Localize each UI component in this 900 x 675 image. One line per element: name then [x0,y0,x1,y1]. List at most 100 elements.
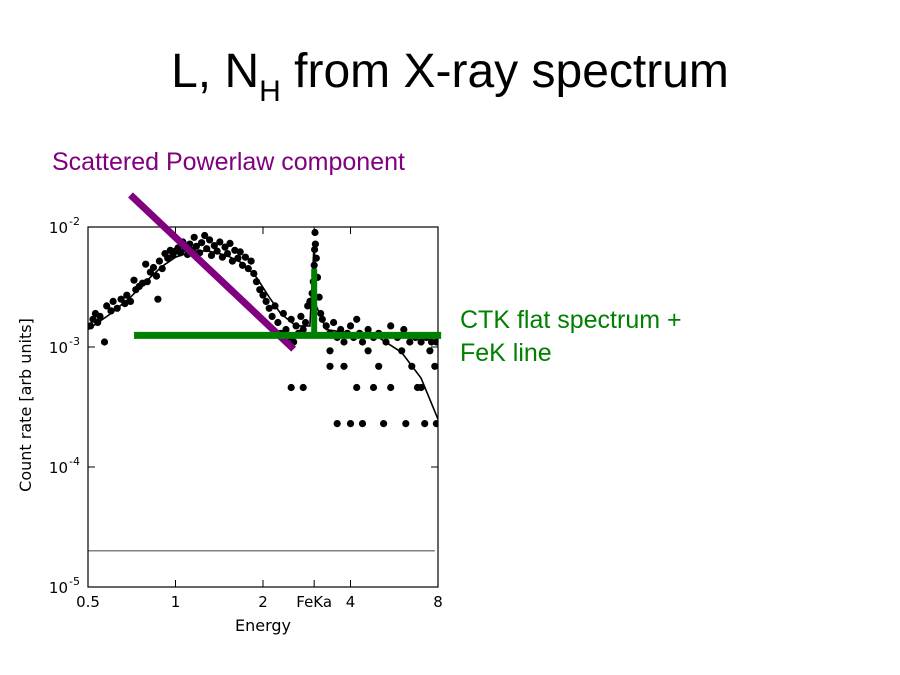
data-point-113 [406,338,414,346]
title-subscript: H [259,75,281,108]
x-tick-label-4: 4 [346,593,356,611]
data-point-23 [154,295,162,303]
data-point-41 [198,239,206,247]
title-main-left: L, N [171,45,260,98]
data-point-91 [315,293,323,301]
data-point-135 [402,420,410,428]
powerlaw-indicator-line [128,192,297,352]
y-tick-label-base-1: 10 [49,459,68,477]
data-point-18 [142,260,150,268]
data-point-138 [326,362,334,370]
x-tick-label-2: 2 [258,593,268,611]
x-tick-label-5: 8 [433,593,443,611]
data-point-5 [100,338,109,346]
data-point-121 [326,347,334,355]
data-point-67 [268,312,276,320]
data-point-88 [311,240,319,248]
data-point-48 [216,238,224,246]
data-point-52 [226,239,234,247]
data-point-139 [369,383,378,392]
plot-area [88,228,438,552]
x-tick-label-0: 0.5 [76,593,100,611]
data-point-78 [297,312,305,320]
data-point-118 [432,338,438,346]
data-point-115 [417,338,425,346]
annotation-ctk-line-1: CTK flat spectrum + [460,306,682,334]
data-point-54 [231,246,239,254]
data-point-141 [431,362,438,370]
y-tick-label-0: 10 -5 [49,575,80,597]
data-point-79 [299,325,307,334]
data-point-110 [387,322,395,330]
data-point-123 [353,383,361,392]
y-tick-label-base-0: 10 [49,579,68,597]
data-point-105 [358,338,367,346]
data-point-12 [123,291,131,299]
data-point-42 [201,231,209,240]
data-point-134 [380,420,388,428]
data-point-11 [121,300,129,308]
data-point-120 [299,383,307,392]
data-point-50 [221,243,229,251]
data-point-69 [274,318,282,327]
data-point-125 [375,362,383,370]
data-point-58 [241,253,249,261]
data-point-57 [238,261,247,269]
data-point-21 [149,263,158,272]
y-tick-label-3: 10 -2 [49,215,80,237]
data-point-14 [130,276,138,284]
y-tick-label-base-2: 10 [49,339,68,357]
data-point-39 [192,242,200,250]
data-point-119 [287,383,295,392]
data-point-124 [364,347,372,355]
data-point-127 [398,347,406,355]
data-point-136 [421,420,429,428]
data-point-24 [155,257,163,265]
data-point-96 [330,318,338,327]
data-point-130 [426,347,434,355]
data-point-63 [256,286,264,294]
y-tick-label-base-3: 10 [49,219,68,237]
data-point-66 [265,304,273,312]
data-point-4 [96,312,104,320]
data-point-25 [158,265,166,273]
title-main-right: from X-ray spectrum [280,45,729,98]
data-point-72 [282,325,290,334]
slide-title: L, NH from X-ray spectrum [0,45,900,107]
y-tick-label-exp-3: -2 [69,215,80,228]
data-point-133 [358,420,367,428]
data-point-8 [109,297,117,305]
y-tick-label-exp-0: -5 [69,575,80,588]
data-layer [88,228,438,552]
data-point-106 [364,325,372,334]
data-point-112 [400,325,408,334]
data-point-101 [346,322,355,330]
data-point-131 [333,420,341,428]
tick-layer: 0.5 1 2 FeKa 4 810-510-410-310-2 [49,215,443,611]
data-point-99 [340,338,348,346]
model-curve [88,241,438,420]
annotation-ctk-line-2: FeK line [460,339,552,367]
data-point-38 [190,233,198,241]
data-point-60 [247,257,255,265]
data-point-6 [103,302,111,310]
data-point-137 [432,420,438,428]
y-tick-label-exp-1: -4 [69,455,80,468]
x-tick-label-3: FeKa [296,593,332,611]
data-point-80 [301,318,310,327]
annotation-scattered-powerlaw: Scattered Powerlaw component [52,148,405,176]
data-point-19 [143,278,151,286]
data-point-132 [346,420,355,428]
data-point-65 [262,297,270,305]
x-axis-label: Energy [235,616,291,635]
annotation-overlay [128,192,442,352]
data-point-122 [340,362,348,370]
y-tick-label-2: 10 -3 [49,335,80,357]
annotation-ctk-flat-spectrum: CTK flat spectrum + FeK line [460,304,682,370]
x-tick-label-1: 1 [171,593,181,611]
data-point-64 [259,291,267,299]
y-tick-label-1: 10 -4 [49,455,80,477]
data-point-45 [207,251,216,259]
data-point-103 [353,315,361,323]
